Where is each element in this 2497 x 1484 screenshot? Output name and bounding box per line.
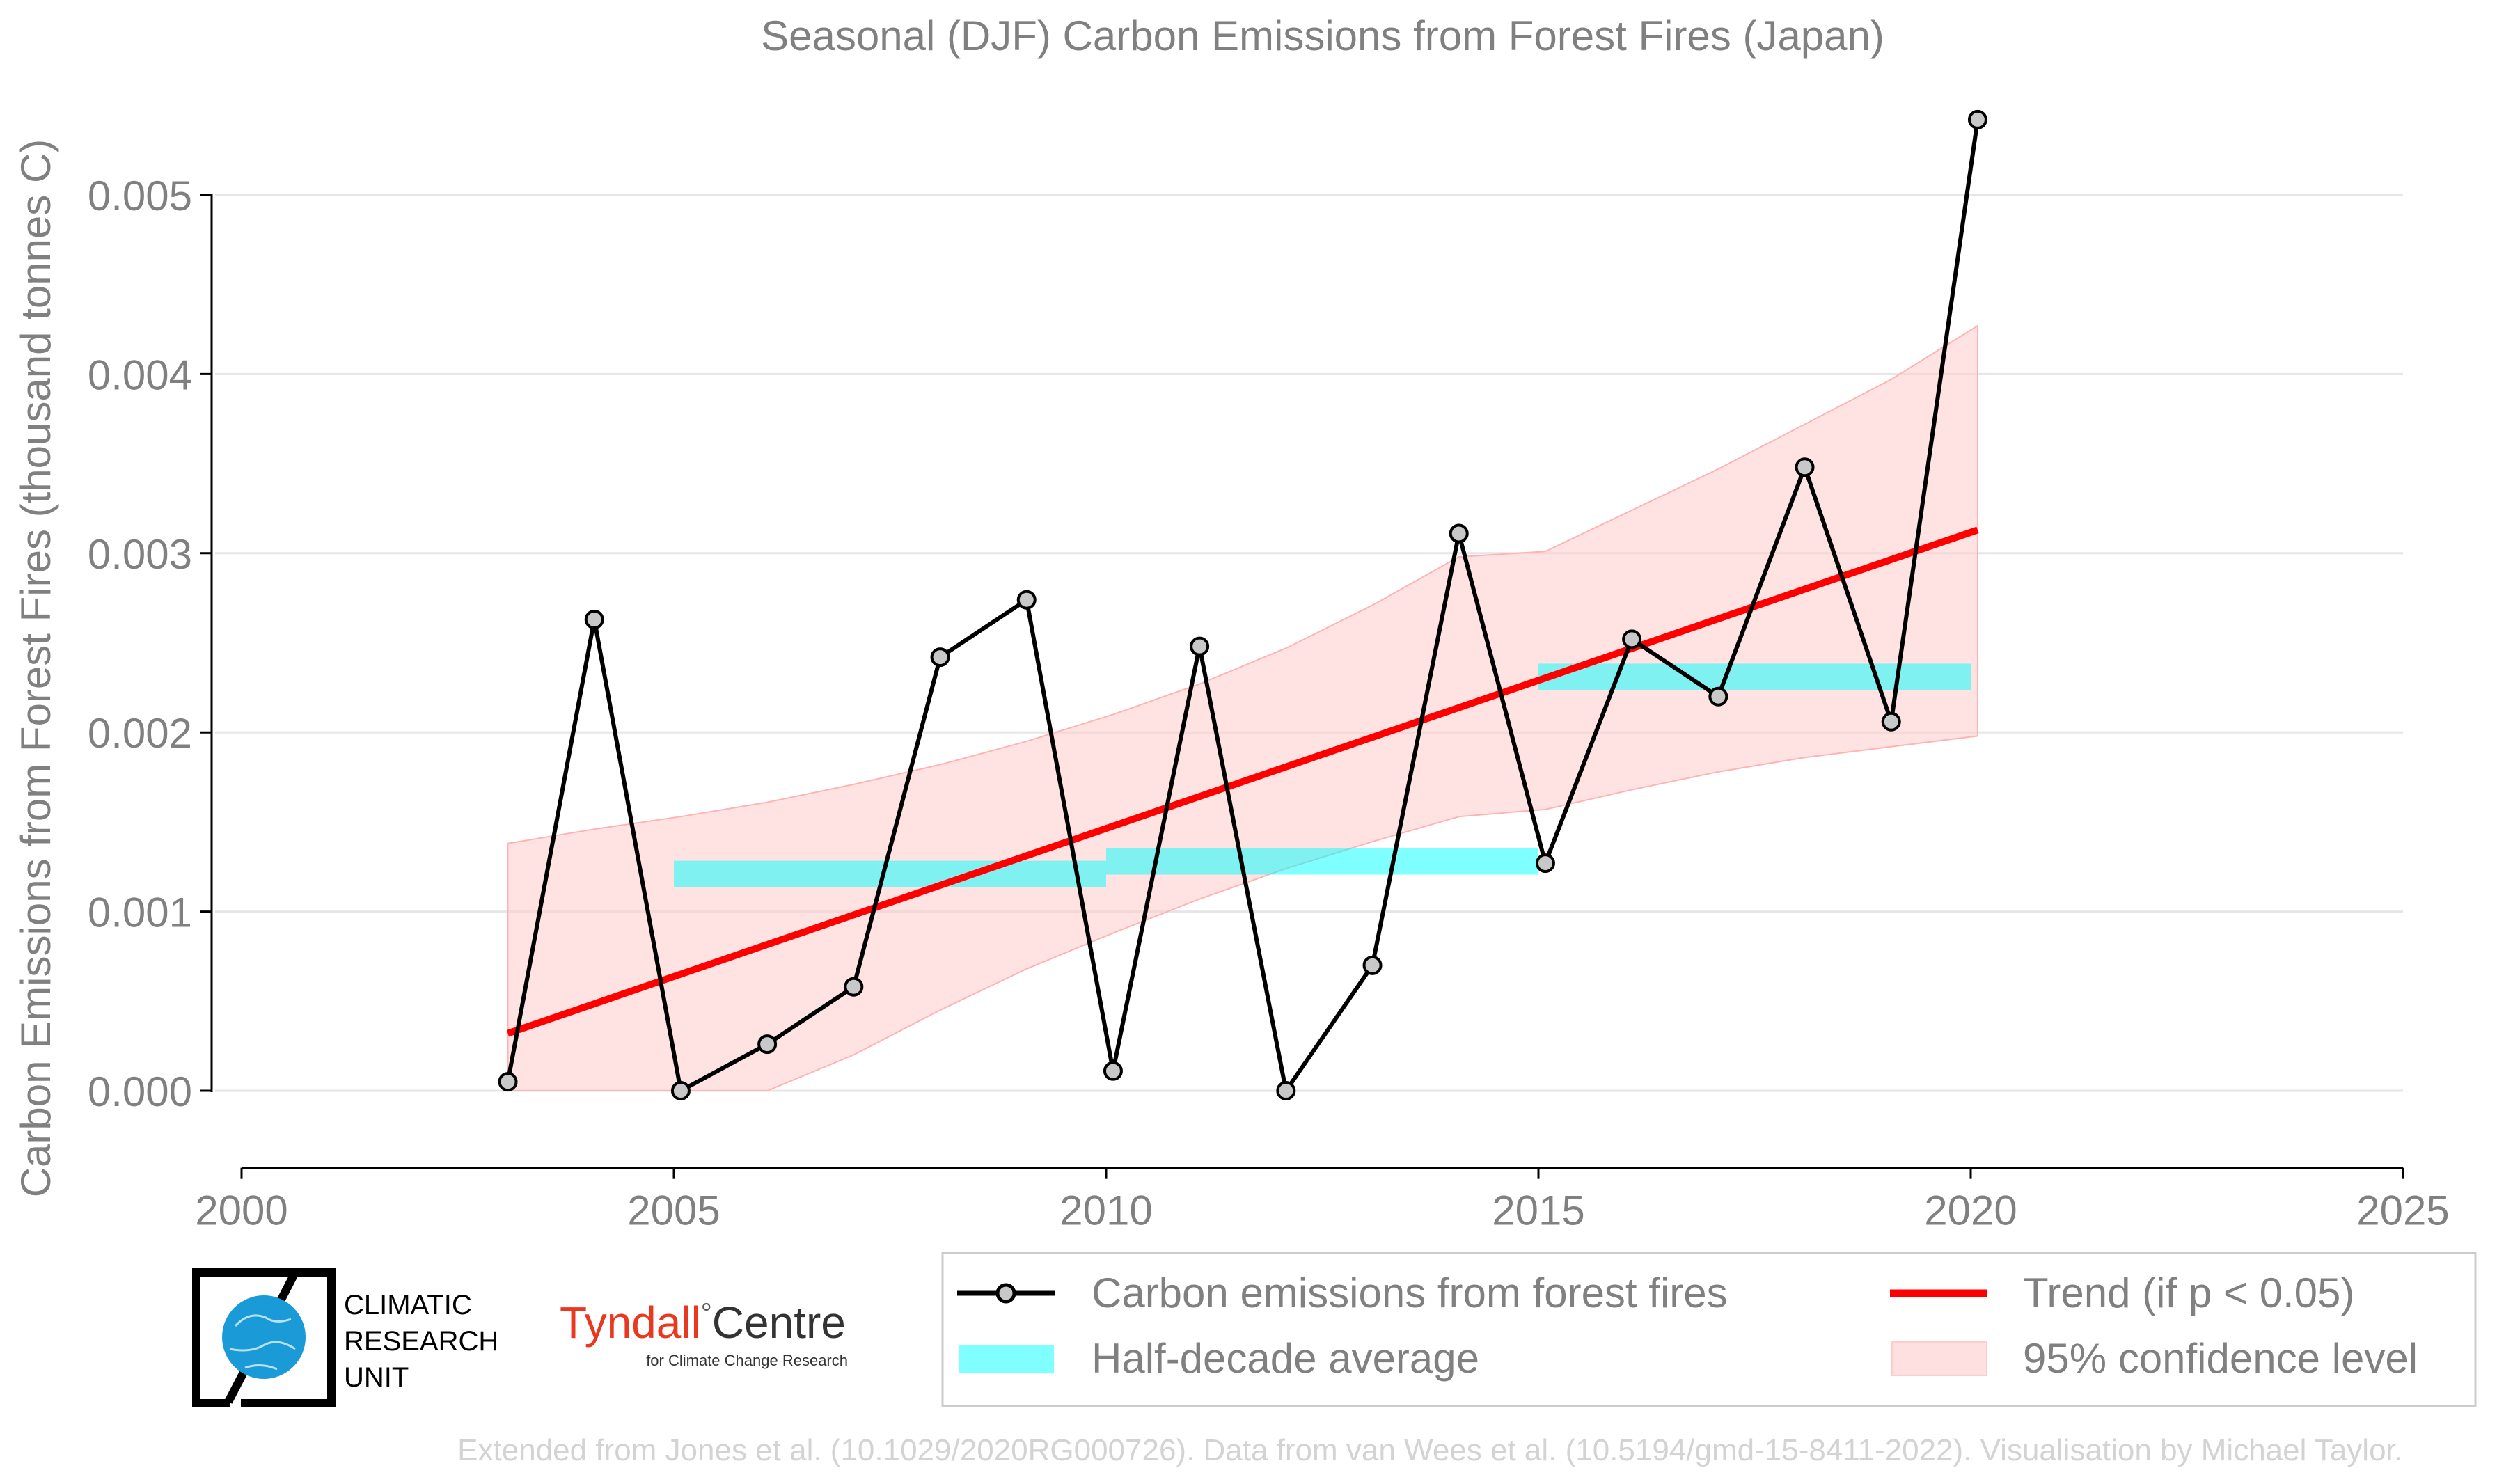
legend-label-trend: Trend (if p < 0.05) [2023,1270,2354,1316]
y-tick-label: 0.000 [88,1068,192,1115]
x-tick-label: 2000 [195,1187,287,1234]
tyndall-logo: Tyndall°Centre for Climate Change Resear… [560,1297,848,1369]
y-tick-label: 0.005 [88,173,192,219]
data-point [1967,109,1987,129]
data-point [1708,686,1728,707]
x-tick-label: 2025 [2356,1187,2449,1234]
data-point [930,647,950,668]
data-point [1449,523,1469,544]
x-tick-label: 2005 [627,1187,720,1234]
cru-logo-line-3: UNIT [344,1362,409,1393]
data-point [1622,629,1642,649]
axes: 0.000 0.001 0.002 0.003 0.004 0.005 2000 2005 20… [88,173,2450,1234]
trend-line [506,526,1979,1037]
data-point [1795,457,1815,477]
legend-swatch-confidence [1891,1341,1987,1376]
half-decade-layer [674,663,1971,887]
data-point [584,610,604,630]
y-tick-label: 0.004 [88,352,192,398]
data-point [844,977,864,997]
y-tick-label: 0.002 [88,710,192,757]
cru-logo-bracket-left [192,1268,291,1407]
half-decade-bar [674,860,1106,887]
footer-credit: Extended from Jones et al. (10.1029/2020… [457,1433,2403,1467]
series-line [505,119,1980,1093]
cru-logo: CLIMATIC RESEARCH UNIT [192,1268,498,1407]
series-layer [498,109,1987,1100]
tyndall-logo-tagline: for Climate Change Research [646,1352,848,1369]
data-point [1881,711,1901,732]
chart-title: Seasonal (DJF) Carbon Emissions from For… [761,13,1884,59]
data-point [1190,636,1210,656]
data-point [1362,955,1383,975]
data-point [670,1081,691,1100]
confidence-band [507,324,1978,1091]
y-tick-label: 0.001 [88,890,192,936]
y-tick-label: 0.003 [88,531,192,578]
tyndall-logo-brand: Tyndall [560,1297,701,1348]
tyndall-logo-degree: ° [701,1298,712,1329]
cru-logo-line-1: CLIMATIC [344,1290,472,1320]
half-decade-bar [1106,848,1538,875]
x-tick-label: 2010 [1060,1187,1152,1234]
x-tick-label: 2015 [1492,1187,1584,1234]
tyndall-logo-centre: Centre [712,1297,846,1348]
legend-label-confidence: 95% confidence level [2023,1335,2418,1382]
legend-label-half-decade: Half-decade average [1092,1335,1479,1382]
data-point [1535,853,1555,874]
half-decade-bar [1538,663,1971,690]
data-point [498,1072,518,1092]
legend-swatch-half-decade [959,1345,1054,1373]
globe-icon [222,1295,306,1379]
cru-logo-bracket-right [241,1268,336,1407]
confidence-band-layer [507,324,1978,1091]
data-point [1016,590,1037,610]
trend-layer [506,526,1979,1037]
data-point [1276,1081,1296,1100]
legend: Carbon emissions from forest fires Trend… [941,1252,2477,1407]
globe-icon-continents [229,1314,296,1371]
y-axis-label: Carbon Emissions from Forest Fires (thou… [13,139,59,1198]
cru-logo-line-2: RESEARCH [344,1326,498,1357]
x-tick-label: 2020 [1924,1187,2017,1234]
legend-swatch-series-marker [995,1283,1016,1304]
data-point [757,1034,778,1055]
legend-label-series: Carbon emissions from forest fires [1092,1270,1728,1316]
legend-box [941,1252,2477,1407]
svg-text:Tyndall°Centre: Tyndall°Centre [560,1297,846,1348]
data-point [1103,1061,1123,1081]
